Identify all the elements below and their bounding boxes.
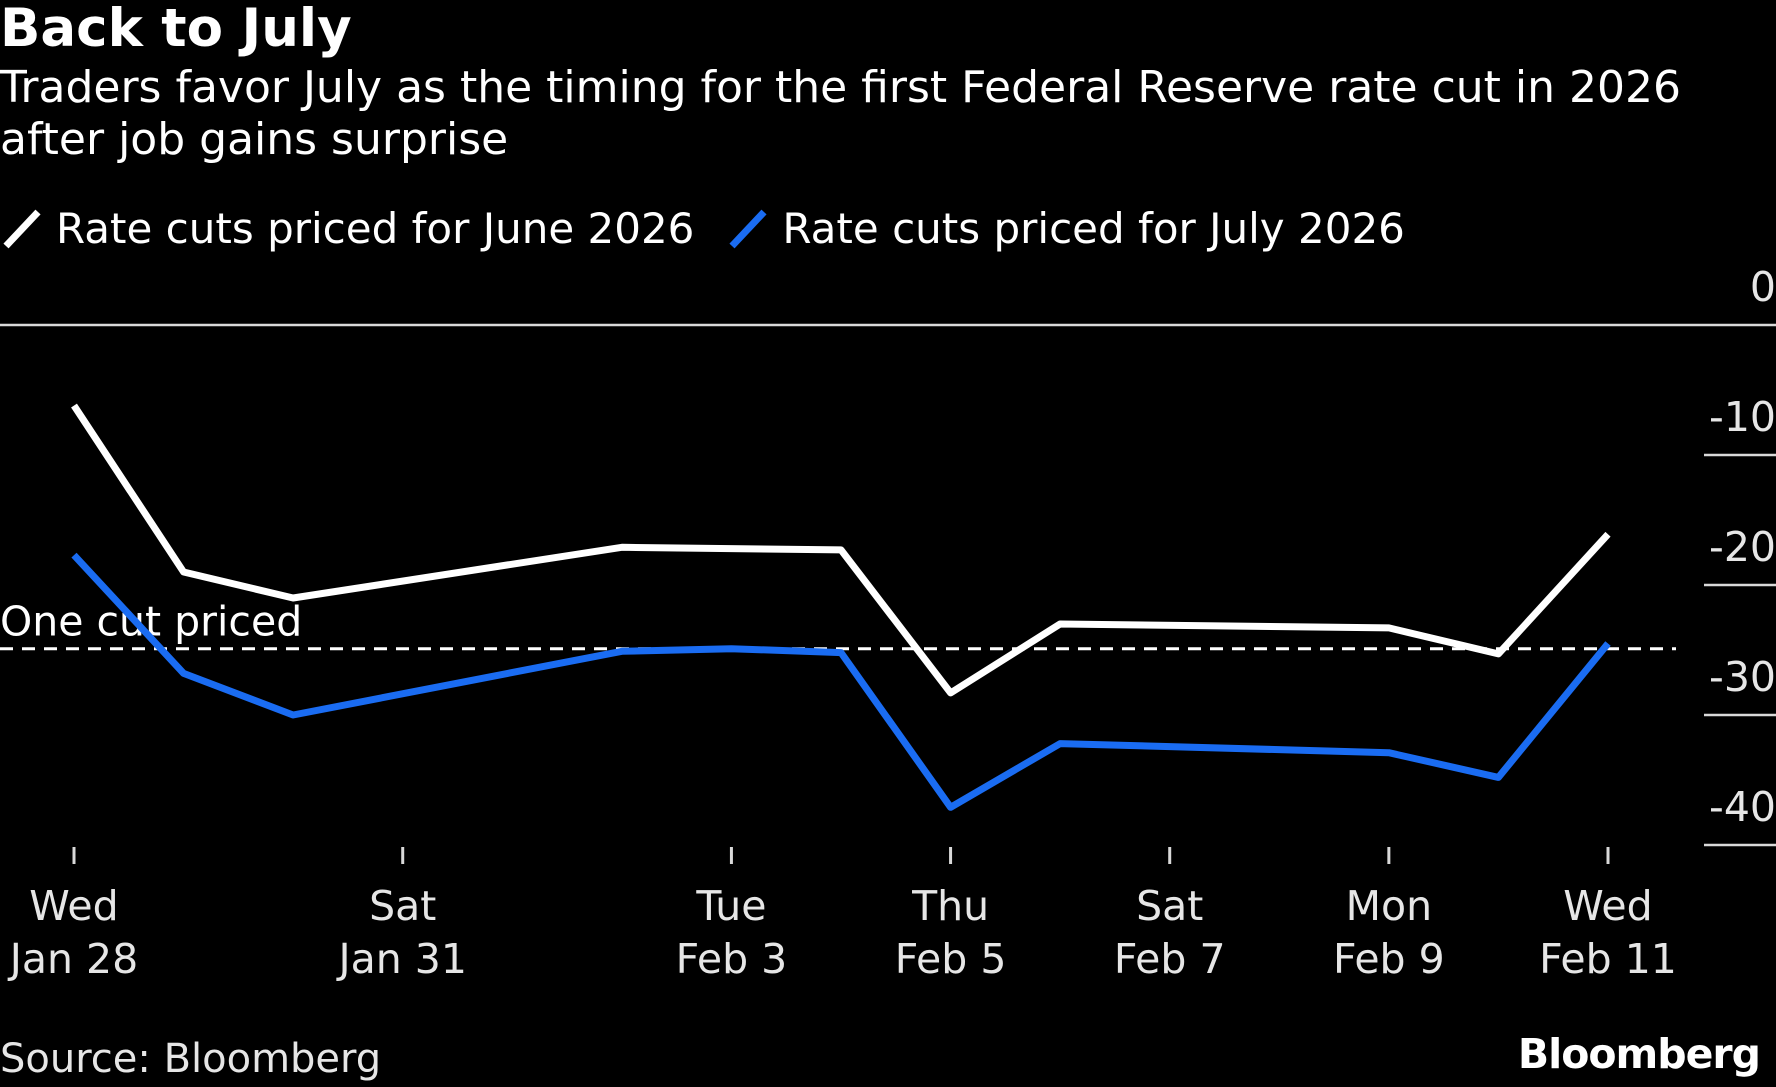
chart-title: Back to July — [0, 0, 352, 59]
line-swatch-icon — [3, 209, 41, 249]
line-swatch-icon — [729, 209, 767, 249]
x-tick-weekday: Sat — [369, 882, 436, 930]
x-tick-date: Feb 7 — [1114, 935, 1226, 983]
x-tick-date: Feb 11 — [1539, 935, 1677, 983]
series-line-july — [71, 552, 1611, 811]
x-tick-weekday: Wed — [29, 882, 118, 930]
y-tick-label: 0 — [1750, 263, 1776, 311]
y-tick-label: -10 — [1709, 393, 1776, 441]
x-tick-weekday: Mon — [1346, 882, 1432, 930]
x-tick-weekday: Wed — [1563, 882, 1652, 930]
y-tick-label: -30 — [1709, 653, 1776, 701]
legend-label-july: Rate cuts priced for July 2026 — [782, 203, 1405, 253]
x-tick-date: Feb 3 — [676, 935, 788, 983]
x-tick-weekday: Sat — [1136, 882, 1203, 930]
legend-label-june: Rate cuts priced for June 2026 — [56, 203, 695, 253]
chart-subtitle: Traders favor July as the timing for the… — [0, 62, 1681, 165]
x-tick-weekday: Thu — [911, 882, 989, 930]
x-tick-date: Feb 9 — [1333, 935, 1445, 983]
chart-legend: Rate cuts priced for June 2026 Rate cuts… — [0, 200, 1437, 256]
y-tick-label: -20 — [1709, 523, 1776, 571]
x-tick-date: Feb 5 — [895, 935, 1007, 983]
legend-item-june: Rate cuts priced for June 2026 — [0, 204, 694, 253]
bloomberg-logo: Bloomberg — [1517, 1030, 1761, 1078]
x-tick-date: Jan 31 — [336, 935, 467, 983]
x-tick-date: Jan 28 — [7, 935, 138, 983]
line-chart: 0 -10 -20 -30 -40 Wed Jan 28 Sat Jan 31 Tue Feb 3 T… — [0, 263, 1776, 983]
series-line-june — [71, 403, 1611, 697]
y-tick-label: -40 — [1709, 783, 1776, 831]
legend-item-july: Rate cuts priced for July 2026 — [726, 203, 1405, 253]
x-tick-weekday: Tue — [695, 882, 766, 930]
source-note: Source: Bloomberg — [0, 1036, 382, 1082]
